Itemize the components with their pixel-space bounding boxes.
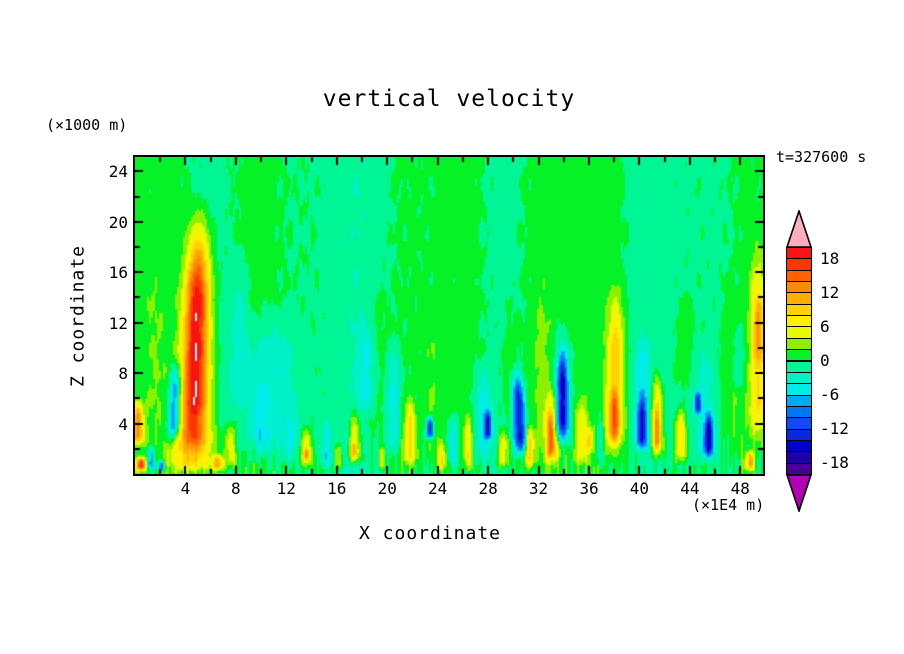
time-annotation: t=327600 s [776, 148, 867, 166]
x-tick-label: 48 [730, 479, 750, 498]
z-tick-label: 20 [108, 212, 128, 232]
colorbar [786, 210, 812, 512]
x-axis-title: X coordinate [358, 523, 502, 544]
colorbar-over-arrow [786, 210, 812, 248]
colorbar-under-arrow [786, 474, 812, 512]
plot-title: vertical velocity [322, 86, 576, 112]
x-tick-label: 16 [327, 479, 347, 498]
x-tick-label: 28 [478, 479, 498, 498]
x-tick-label: 36 [579, 479, 599, 498]
x-tick-label: 32 [528, 479, 549, 498]
x-tick-label: 44 [680, 479, 700, 498]
x-tick-label: 4 [180, 479, 191, 498]
z-tick-label: 12 [108, 313, 128, 333]
x-axis-unit-label: (×1E4 m) [692, 496, 765, 514]
x-tick-label: 8 [231, 479, 241, 498]
colorbar-label: -12 [820, 419, 849, 439]
z-tick-label: 16 [108, 263, 128, 283]
plot-area [133, 155, 765, 476]
x-tick-label: 20 [377, 479, 397, 498]
colorbar-label: 12 [820, 282, 840, 302]
z-tick-label: 4 [118, 414, 128, 434]
x-tick-label: 24 [428, 479, 448, 498]
colorbar-label: -6 [820, 385, 840, 405]
z-axis-title: Z coordinate [67, 244, 89, 388]
x-tick-label: 40 [629, 479, 650, 498]
colorbar-label: 0 [820, 351, 830, 370]
colorbar-label: 18 [820, 248, 840, 268]
x-tick-label: 12 [276, 479, 296, 498]
colorbar-label: 6 [820, 316, 830, 336]
colorbar-label: -18 [820, 453, 849, 473]
z-tick-label: 8 [118, 364, 128, 384]
z-axis-unit-label: (×1000 m) [46, 116, 128, 134]
z-tick-label: 24 [108, 162, 128, 182]
contour-field-canvas [135, 157, 763, 474]
